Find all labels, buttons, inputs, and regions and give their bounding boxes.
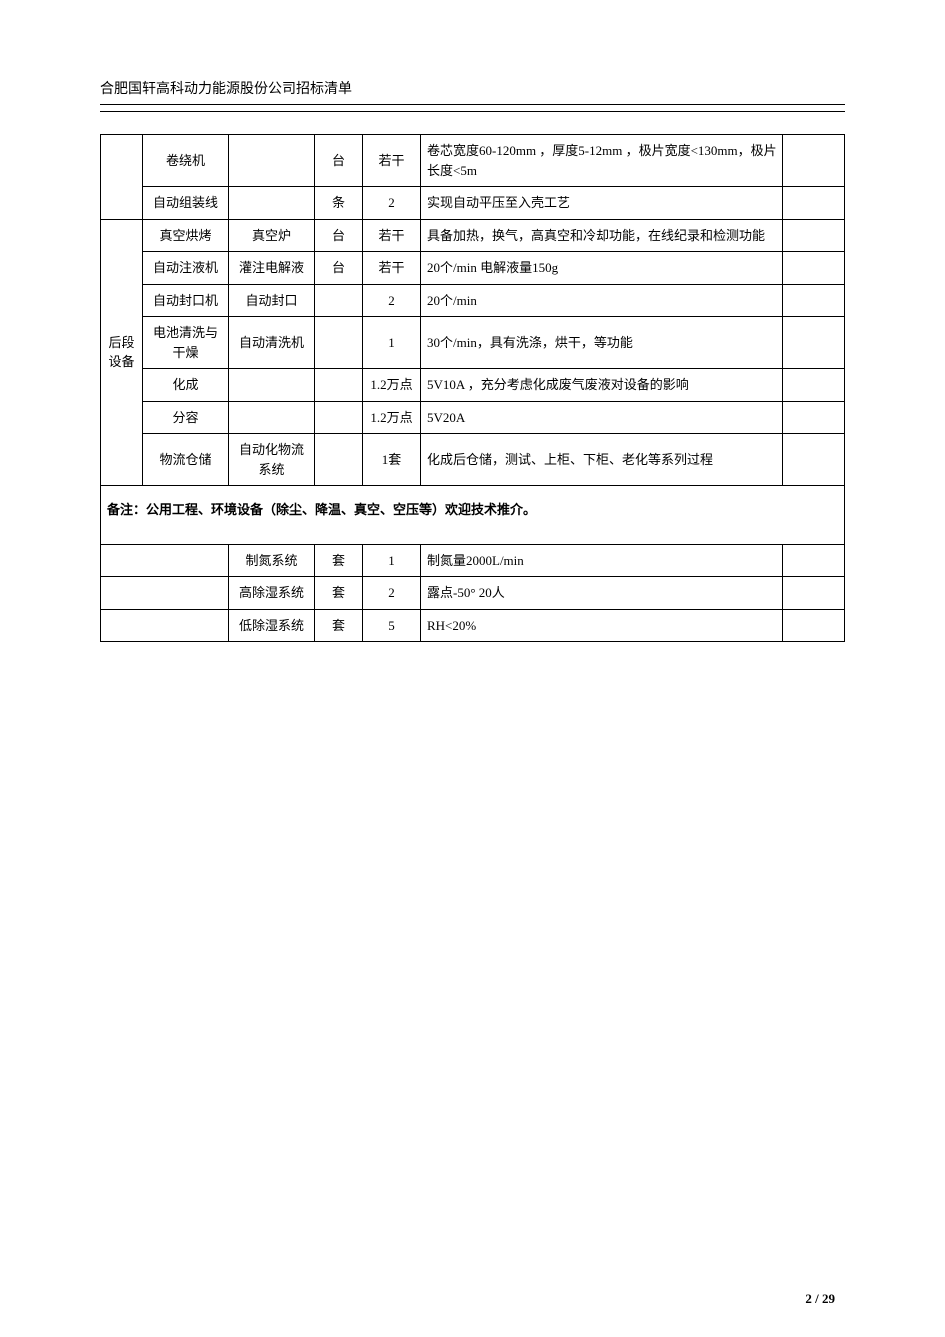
cell-unit: 条 [315, 187, 363, 220]
table-row: 自动封口机 自动封口 2 20个/min [101, 284, 845, 317]
cell-category [101, 577, 143, 610]
cell-note [783, 187, 845, 220]
cell-model [229, 187, 315, 220]
cell-spec: 20个/min 电解液量150g [421, 252, 783, 285]
cell-unit: 套 [315, 609, 363, 642]
cell-name: 卷绕机 [143, 135, 229, 187]
cell-model [229, 401, 315, 434]
cell-spec: 卷芯宽度60-120mm ，厚度5-12mm ，极片宽度<130mm，极片长度<… [421, 135, 783, 187]
table-row: 制氮系统 套 1 制氮量2000L/min [101, 544, 845, 577]
cell-unit: 台 [315, 252, 363, 285]
cell-model: 高除湿系统 [229, 577, 315, 610]
cell-unit [315, 401, 363, 434]
cell-note [783, 369, 845, 402]
cell-spec: 30个/min，具有洗涤，烘干，等功能 [421, 317, 783, 369]
cell-note [783, 577, 845, 610]
cell-unit: 套 [315, 577, 363, 610]
cell-category: 后段设备 [101, 219, 143, 486]
cell-name: 自动封口机 [143, 284, 229, 317]
cell-unit [315, 369, 363, 402]
header-rule [100, 111, 845, 112]
cell-note [783, 544, 845, 577]
cell-qty: 1套 [363, 434, 421, 486]
cell-spec: 具备加热，换气，高真空和冷却功能，在线纪录和检测功能 [421, 219, 783, 252]
cell-name: 自动组装线 [143, 187, 229, 220]
page-number: 2 / 29 [805, 1291, 835, 1307]
table-row: 低除湿系统 套 5 RH<20% [101, 609, 845, 642]
cell-name: 分容 [143, 401, 229, 434]
cell-name [143, 577, 229, 610]
cell-qty: 1 [363, 544, 421, 577]
page: 合肥国轩高科动力能源股份公司招标清单 卷绕机 台 若干 卷芯宽度60-120mm… [0, 0, 945, 1337]
cell-name: 电池清洗与干燥 [143, 317, 229, 369]
cell-unit [315, 317, 363, 369]
cell-model: 自动封口 [229, 284, 315, 317]
note-text: 备注：公用工程、环境设备（除尘、降温、真空、空压等）欢迎技术推介。 [101, 486, 845, 545]
table-row: 自动注液机 灌注电解液 台 若干 20个/min 电解液量150g [101, 252, 845, 285]
cell-note [783, 219, 845, 252]
cell-note [783, 401, 845, 434]
cell-name: 物流仓储 [143, 434, 229, 486]
table-row: 分容 1.2万点 5V20A [101, 401, 845, 434]
table-row: 化成 1.2万点 5V10A ，充分考虑化成废气废液对设备的影响 [101, 369, 845, 402]
cell-qty: 若干 [363, 135, 421, 187]
cell-unit [315, 284, 363, 317]
page-header-title: 合肥国轩高科动力能源股份公司招标清单 [100, 78, 845, 105]
cell-qty: 1.2万点 [363, 369, 421, 402]
cell-qty: 若干 [363, 219, 421, 252]
cell-model [229, 135, 315, 187]
cell-name: 化成 [143, 369, 229, 402]
cell-spec: 制氮量2000L/min [421, 544, 783, 577]
cell-model [229, 369, 315, 402]
cell-model: 真空炉 [229, 219, 315, 252]
cell-spec: 20个/min [421, 284, 783, 317]
cell-note [783, 434, 845, 486]
cell-unit: 套 [315, 544, 363, 577]
table-row: 电池清洗与干燥 自动清洗机 1 30个/min，具有洗涤，烘干，等功能 [101, 317, 845, 369]
cell-spec: RH<20% [421, 609, 783, 642]
cell-qty: 1 [363, 317, 421, 369]
cell-category [101, 135, 143, 220]
cell-unit: 台 [315, 135, 363, 187]
cell-model: 灌注电解液 [229, 252, 315, 285]
cell-spec: 5V10A ，充分考虑化成废气废液对设备的影响 [421, 369, 783, 402]
cell-model: 低除湿系统 [229, 609, 315, 642]
cell-note [783, 284, 845, 317]
cell-qty: 5 [363, 609, 421, 642]
cell-qty: 2 [363, 577, 421, 610]
cell-spec: 露点-50° 20人 [421, 577, 783, 610]
table-row: 高除湿系统 套 2 露点-50° 20人 [101, 577, 845, 610]
cell-unit [315, 434, 363, 486]
cell-note [783, 135, 845, 187]
cell-model: 自动清洗机 [229, 317, 315, 369]
table-row: 自动组装线 条 2 实现自动平压至入壳工艺 [101, 187, 845, 220]
table-row: 卷绕机 台 若干 卷芯宽度60-120mm ，厚度5-12mm ，极片宽度<13… [101, 135, 845, 187]
table-row: 物流仓储 自动化物流系统 1套 化成后仓储，测试、上柜、下柜、老化等系列过程 [101, 434, 845, 486]
cell-note [783, 317, 845, 369]
cell-note [783, 252, 845, 285]
cell-model: 自动化物流系统 [229, 434, 315, 486]
cell-unit: 台 [315, 219, 363, 252]
cell-category [101, 544, 143, 577]
cell-name: 真空烘烤 [143, 219, 229, 252]
cell-category [101, 609, 143, 642]
cell-qty: 2 [363, 284, 421, 317]
cell-qty: 若干 [363, 252, 421, 285]
table-row: 后段设备 真空烘烤 真空炉 台 若干 具备加热，换气，高真空和冷却功能，在线纪录… [101, 219, 845, 252]
cell-model: 制氮系统 [229, 544, 315, 577]
cell-name [143, 609, 229, 642]
cell-qty: 1.2万点 [363, 401, 421, 434]
cell-note [783, 609, 845, 642]
main-table: 卷绕机 台 若干 卷芯宽度60-120mm ，厚度5-12mm ，极片宽度<13… [100, 134, 845, 642]
note-row: 备注：公用工程、环境设备（除尘、降温、真空、空压等）欢迎技术推介。 [101, 486, 845, 545]
cell-spec: 5V20A [421, 401, 783, 434]
cell-spec: 化成后仓储，测试、上柜、下柜、老化等系列过程 [421, 434, 783, 486]
cell-spec: 实现自动平压至入壳工艺 [421, 187, 783, 220]
cell-name: 自动注液机 [143, 252, 229, 285]
cell-name [143, 544, 229, 577]
cell-qty: 2 [363, 187, 421, 220]
